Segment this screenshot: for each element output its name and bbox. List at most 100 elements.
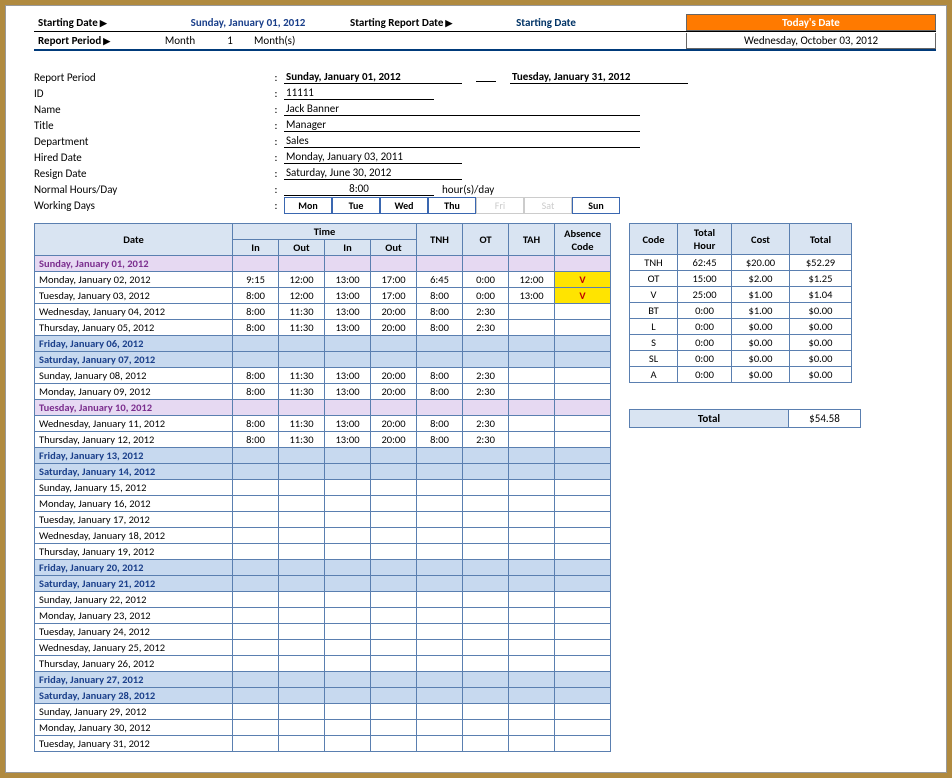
date-cell[interactable]: Tuesday, January 10, 2012 <box>35 400 233 416</box>
day-tue[interactable]: Tue <box>332 197 380 214</box>
table-row[interactable]: Sunday, January 01, 2012 <box>35 256 611 272</box>
date-cell[interactable]: Thursday, January 12, 2012 <box>35 432 233 448</box>
tah-cell[interactable] <box>509 304 555 320</box>
tah-cell[interactable] <box>509 512 555 528</box>
out2-cell[interactable] <box>371 448 417 464</box>
abs-cell[interactable] <box>555 560 611 576</box>
table-row[interactable]: Wednesday, January 04, 20128:0011:3013:0… <box>35 304 611 320</box>
ot-cell[interactable] <box>463 464 509 480</box>
out2-cell[interactable] <box>371 624 417 640</box>
date-cell[interactable]: Sunday, January 29, 2012 <box>35 704 233 720</box>
in1-cell[interactable] <box>233 528 279 544</box>
ot-cell[interactable] <box>463 640 509 656</box>
tnh-cell[interactable] <box>417 672 463 688</box>
in1-cell[interactable]: 8:00 <box>233 320 279 336</box>
in2-cell[interactable] <box>325 608 371 624</box>
date-cell[interactable]: Friday, January 27, 2012 <box>35 672 233 688</box>
ot-cell[interactable] <box>463 352 509 368</box>
in2-cell[interactable] <box>325 704 371 720</box>
out1-cell[interactable]: 12:00 <box>279 288 325 304</box>
out2-cell[interactable] <box>371 576 417 592</box>
table-row[interactable]: Monday, January 02, 20129:1512:0013:0017… <box>35 272 611 288</box>
tah-cell[interactable]: 12:00 <box>509 272 555 288</box>
out2-cell[interactable] <box>371 656 417 672</box>
ot-cell[interactable]: 2:30 <box>463 384 509 400</box>
starting-date-value[interactable]: Sunday, January 01, 2012 <box>150 14 346 31</box>
in1-cell[interactable] <box>233 624 279 640</box>
out2-cell[interactable]: 20:00 <box>371 368 417 384</box>
tnh-cell[interactable]: 8:00 <box>417 304 463 320</box>
abs-cell[interactable] <box>555 352 611 368</box>
tnh-cell[interactable] <box>417 704 463 720</box>
out2-cell[interactable] <box>371 688 417 704</box>
out1-cell[interactable] <box>279 464 325 480</box>
table-row[interactable]: Tuesday, January 10, 2012 <box>35 400 611 416</box>
out1-cell[interactable] <box>279 704 325 720</box>
abs-cell[interactable]: V <box>555 272 611 288</box>
out2-cell[interactable] <box>371 336 417 352</box>
ot-cell[interactable] <box>463 656 509 672</box>
table-row[interactable]: Monday, January 23, 2012 <box>35 608 611 624</box>
tah-cell[interactable] <box>509 528 555 544</box>
ot-cell[interactable] <box>463 720 509 736</box>
tah-cell[interactable] <box>509 368 555 384</box>
tnh-cell[interactable] <box>417 576 463 592</box>
table-row[interactable]: Tuesday, January 17, 2012 <box>35 512 611 528</box>
ot-cell[interactable] <box>463 560 509 576</box>
date-cell[interactable]: Saturday, January 14, 2012 <box>35 464 233 480</box>
out1-cell[interactable] <box>279 400 325 416</box>
tnh-cell[interactable] <box>417 608 463 624</box>
date-cell[interactable]: Friday, January 06, 2012 <box>35 336 233 352</box>
tah-cell[interactable] <box>509 736 555 752</box>
out2-cell[interactable] <box>371 512 417 528</box>
table-row[interactable]: Friday, January 06, 2012 <box>35 336 611 352</box>
tah-cell[interactable] <box>509 464 555 480</box>
tnh-cell[interactable] <box>417 512 463 528</box>
abs-cell[interactable] <box>555 576 611 592</box>
out2-cell[interactable] <box>371 560 417 576</box>
date-cell[interactable]: Monday, January 02, 2012 <box>35 272 233 288</box>
ot-cell[interactable]: 0:00 <box>463 272 509 288</box>
tnh-cell[interactable]: 8:00 <box>417 416 463 432</box>
info-title-val[interactable]: Manager <box>284 118 640 132</box>
ot-cell[interactable] <box>463 512 509 528</box>
out1-cell[interactable]: 12:00 <box>279 272 325 288</box>
date-cell[interactable]: Sunday, January 15, 2012 <box>35 480 233 496</box>
ot-cell[interactable] <box>463 400 509 416</box>
tah-cell[interactable] <box>509 544 555 560</box>
table-row[interactable]: Saturday, January 14, 2012 <box>35 464 611 480</box>
abs-cell[interactable] <box>555 496 611 512</box>
ot-cell[interactable] <box>463 528 509 544</box>
in2-cell[interactable] <box>325 640 371 656</box>
in1-cell[interactable] <box>233 688 279 704</box>
table-row[interactable]: Sunday, January 15, 2012 <box>35 480 611 496</box>
out1-cell[interactable] <box>279 528 325 544</box>
in2-cell[interactable] <box>325 400 371 416</box>
tnh-cell[interactable] <box>417 688 463 704</box>
in2-cell[interactable] <box>325 624 371 640</box>
out1-cell[interactable]: 11:30 <box>279 384 325 400</box>
tnh-cell[interactable] <box>417 544 463 560</box>
info-nhours-val[interactable]: 8:00 <box>284 182 434 196</box>
tnh-cell[interactable] <box>417 352 463 368</box>
in2-cell[interactable] <box>325 496 371 512</box>
date-cell[interactable]: Saturday, January 21, 2012 <box>35 576 233 592</box>
tnh-cell[interactable] <box>417 528 463 544</box>
table-row[interactable]: Sunday, January 22, 2012 <box>35 592 611 608</box>
table-row[interactable]: Saturday, January 28, 2012 <box>35 688 611 704</box>
date-cell[interactable]: Thursday, January 05, 2012 <box>35 320 233 336</box>
abs-cell[interactable] <box>555 736 611 752</box>
in1-cell[interactable]: 8:00 <box>233 416 279 432</box>
in1-cell[interactable]: 8:00 <box>233 288 279 304</box>
table-row[interactable]: Monday, January 09, 20128:0011:3013:0020… <box>35 384 611 400</box>
in1-cell[interactable] <box>233 336 279 352</box>
date-cell[interactable]: Monday, January 16, 2012 <box>35 496 233 512</box>
in1-cell[interactable] <box>233 704 279 720</box>
in1-cell[interactable] <box>233 352 279 368</box>
tah-cell[interactable] <box>509 720 555 736</box>
abs-cell[interactable] <box>555 416 611 432</box>
in2-cell[interactable] <box>325 352 371 368</box>
abs-cell[interactable] <box>555 528 611 544</box>
ot-cell[interactable] <box>463 672 509 688</box>
abs-cell[interactable] <box>555 464 611 480</box>
